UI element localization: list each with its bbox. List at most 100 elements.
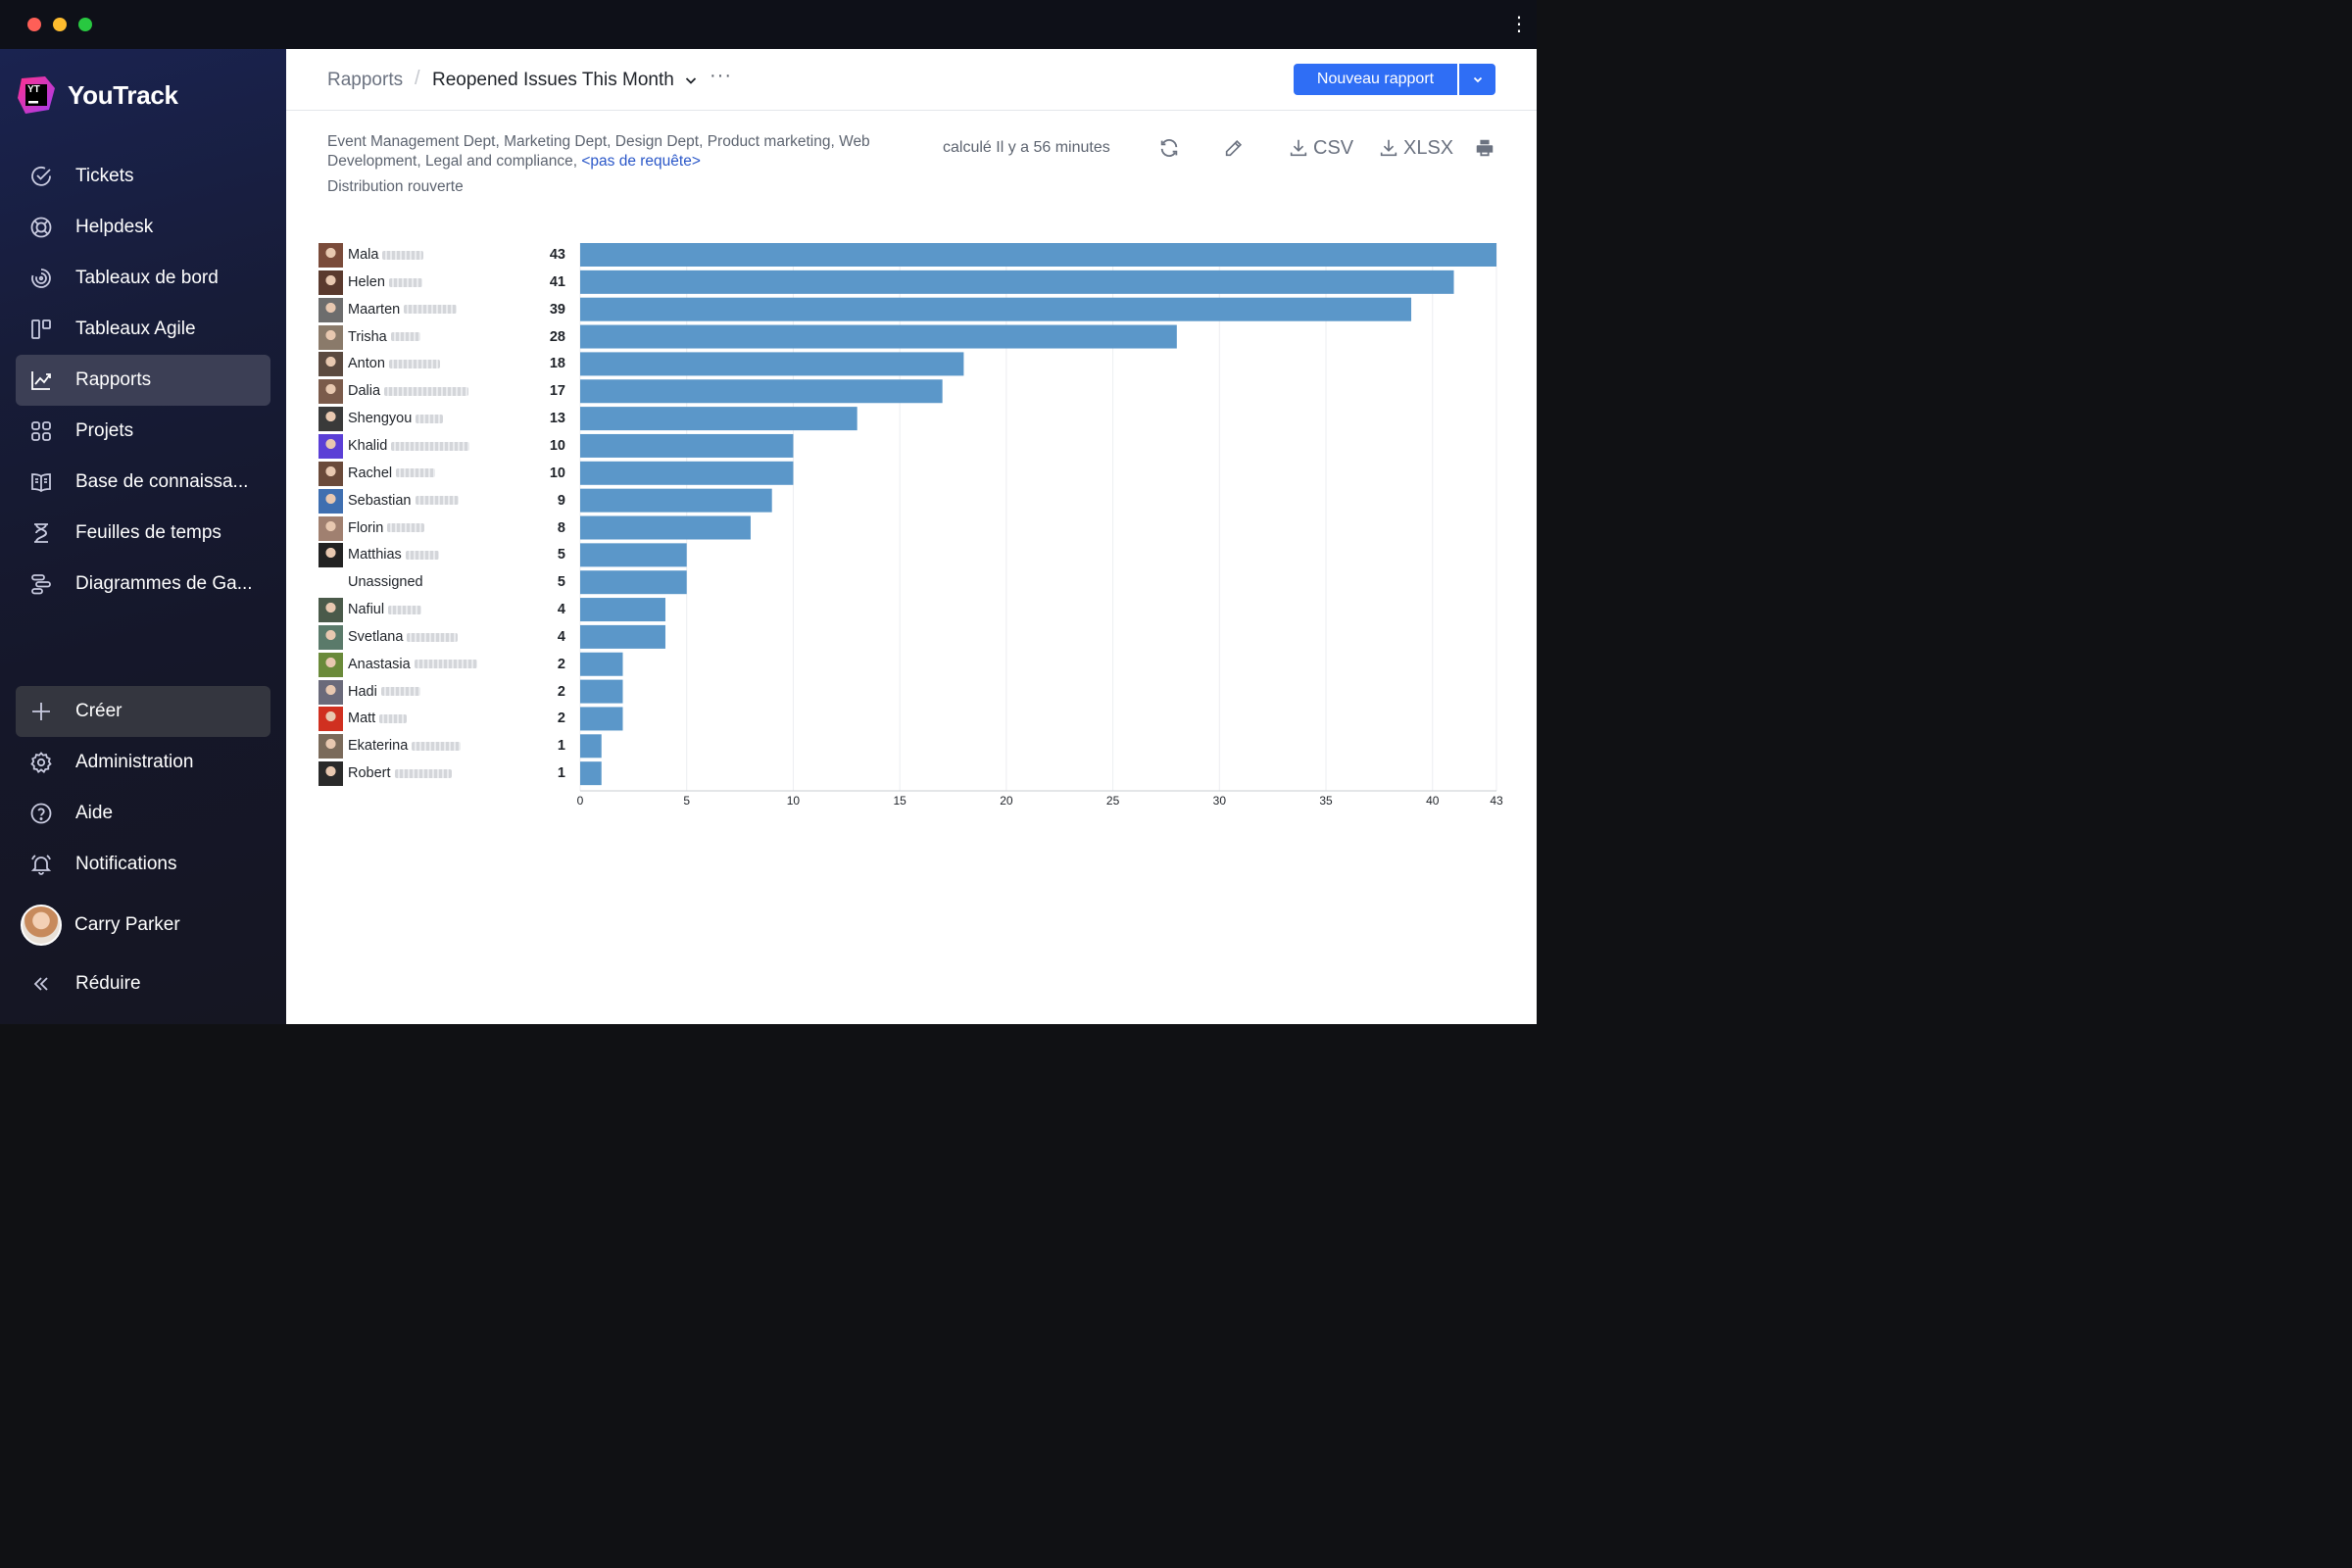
- bell-icon: [28, 852, 54, 877]
- data-label: 9: [557, 492, 565, 509]
- sidebar-item-label: Projets: [75, 420, 134, 441]
- refresh-button[interactable]: [1158, 135, 1180, 161]
- assignee-row[interactable]: Hadi 2: [318, 679, 573, 706]
- new-report-dropdown-button[interactable]: [1459, 64, 1495, 95]
- bar[interactable]: [580, 652, 623, 676]
- assignee-row[interactable]: Matt 2: [318, 707, 573, 732]
- category-label: Anton: [348, 356, 440, 371]
- assignee-row[interactable]: Trisha 28: [318, 324, 573, 351]
- bar[interactable]: [580, 761, 602, 786]
- assignee-row[interactable]: Nafiul 4: [318, 598, 573, 623]
- sidebar-item-projects[interactable]: Projets: [16, 406, 270, 457]
- category-label: Matt: [348, 710, 408, 726]
- bar[interactable]: [580, 243, 1496, 267]
- sidebar-item-helpdesk[interactable]: Helpdesk: [16, 202, 270, 253]
- bar[interactable]: [580, 461, 794, 485]
- bar[interactable]: [580, 324, 1177, 349]
- chevron-down-icon[interactable]: [683, 73, 699, 88]
- redacted-surname: [382, 250, 424, 260]
- bar[interactable]: [580, 624, 665, 649]
- chart-canvas: 0 5 10 15 20 25 30 35 40 43: [577, 243, 1503, 808]
- assignee-row[interactable]: Robert 1: [318, 761, 573, 787]
- sidebar-item-agile-boards[interactable]: Tableaux Agile: [16, 304, 270, 355]
- assignee-row[interactable]: Khalid 10: [318, 433, 573, 460]
- sidebar-item-timesheets[interactable]: Feuilles de temps: [16, 508, 270, 559]
- bar[interactable]: [580, 297, 1412, 321]
- category-label: Khalid: [348, 438, 470, 454]
- youtrack-logo-icon: YT: [16, 74, 57, 116]
- data-label: 13: [549, 411, 565, 427]
- youtrack-logo[interactable]: YT YouTrack: [16, 74, 178, 116]
- close-window-button[interactable]: [27, 18, 41, 31]
- bar[interactable]: [580, 679, 623, 704]
- bar[interactable]: [580, 515, 751, 540]
- sidebar-item-label: Réduire: [75, 973, 141, 994]
- assignee-row[interactable]: Shengyou 13: [318, 407, 573, 432]
- redacted-surname: [412, 741, 462, 751]
- main-content: Rapports / Reopened Issues This Month ··…: [286, 49, 1537, 1024]
- redacted-surname: [388, 605, 422, 614]
- sidebar-item-label: Créer: [75, 701, 122, 721]
- minimize-window-button[interactable]: [53, 18, 67, 31]
- edit-button[interactable]: [1223, 135, 1245, 161]
- export-xlsx-button[interactable]: XLSX: [1378, 135, 1453, 161]
- bar[interactable]: [580, 352, 964, 376]
- sidebar-item-administration[interactable]: Administration: [16, 737, 270, 788]
- bar[interactable]: [580, 543, 687, 567]
- assignee-row[interactable]: Florin 8: [318, 515, 573, 542]
- more-options-button[interactable]: ···: [710, 65, 732, 86]
- assignee-row[interactable]: Maarten 39: [318, 297, 573, 323]
- collapse-sidebar-button[interactable]: Réduire: [16, 958, 270, 1009]
- bar[interactable]: [580, 488, 772, 513]
- data-label: 8: [557, 519, 565, 536]
- redacted-surname: [416, 414, 444, 423]
- kebab-icon[interactable]: ⋮: [1509, 14, 1529, 35]
- sidebar-item-tickets[interactable]: Tickets: [16, 151, 270, 202]
- breadcrumb-reports-link[interactable]: Rapports: [327, 70, 404, 90]
- assignee-row[interactable]: Dalia 17: [318, 379, 573, 405]
- bar[interactable]: [580, 707, 623, 731]
- assignee-row[interactable]: Ekaterina 1: [318, 734, 573, 760]
- new-report-button[interactable]: Nouveau rapport: [1294, 64, 1457, 95]
- data-label: 1: [557, 765, 565, 782]
- sidebar-item-help[interactable]: Aide: [16, 788, 270, 839]
- bar[interactable]: [580, 433, 794, 458]
- redacted-surname: [387, 523, 425, 533]
- calculated-time: calculé Il y a 56 minutes: [943, 139, 1110, 156]
- sidebar-item-notifications[interactable]: Notifications: [16, 839, 270, 890]
- bar[interactable]: [580, 407, 858, 431]
- sidebar-item-dashboards[interactable]: Tableaux de bord: [16, 253, 270, 304]
- sidebar-item-knowledge-base[interactable]: Base de connaissa...: [16, 457, 270, 508]
- assignee-row[interactable]: Rachel 10: [318, 461, 573, 487]
- assignee-row[interactable]: Unassigned 5: [318, 570, 573, 596]
- bar[interactable]: [580, 270, 1454, 294]
- data-label: 18: [549, 356, 565, 372]
- dashboard-icon: [28, 266, 54, 291]
- export-csv-button[interactable]: CSV: [1288, 135, 1353, 161]
- bar[interactable]: [580, 598, 665, 622]
- assignee-row[interactable]: Sebastian 9: [318, 488, 573, 514]
- bar[interactable]: [580, 570, 687, 595]
- assignee-row[interactable]: Matthias 5: [318, 543, 573, 568]
- query-link[interactable]: <pas de requête>: [581, 153, 701, 170]
- assignee-row[interactable]: Anton 18: [318, 352, 573, 377]
- print-button[interactable]: [1474, 135, 1495, 161]
- assignee-row[interactable]: Anastasia 2: [318, 652, 573, 678]
- assignee-avatar: [318, 270, 343, 295]
- assignee-row[interactable]: Svetlana 4: [318, 624, 573, 651]
- sidebar-item-label: Tableaux de bord: [75, 268, 219, 288]
- data-label: 4: [557, 602, 565, 618]
- assignee-row[interactable]: Mala 43: [318, 243, 573, 269]
- data-label: 2: [557, 710, 565, 727]
- assignee-row[interactable]: Helen 41: [318, 270, 573, 296]
- create-button[interactable]: Créer: [16, 686, 270, 737]
- maximize-window-button[interactable]: [78, 18, 92, 31]
- report-title[interactable]: Reopened Issues This Month: [432, 70, 674, 90]
- sidebar-item-reports[interactable]: Rapports: [16, 355, 270, 406]
- assignee-avatar: [318, 679, 343, 705]
- sidebar-item-gantt[interactable]: Diagrammes de Ga...: [16, 559, 270, 610]
- bar[interactable]: [580, 379, 943, 404]
- x-tick-label: 40: [1426, 794, 1440, 808]
- bar[interactable]: [580, 734, 602, 759]
- user-profile[interactable]: Carry Parker: [16, 900, 270, 951]
